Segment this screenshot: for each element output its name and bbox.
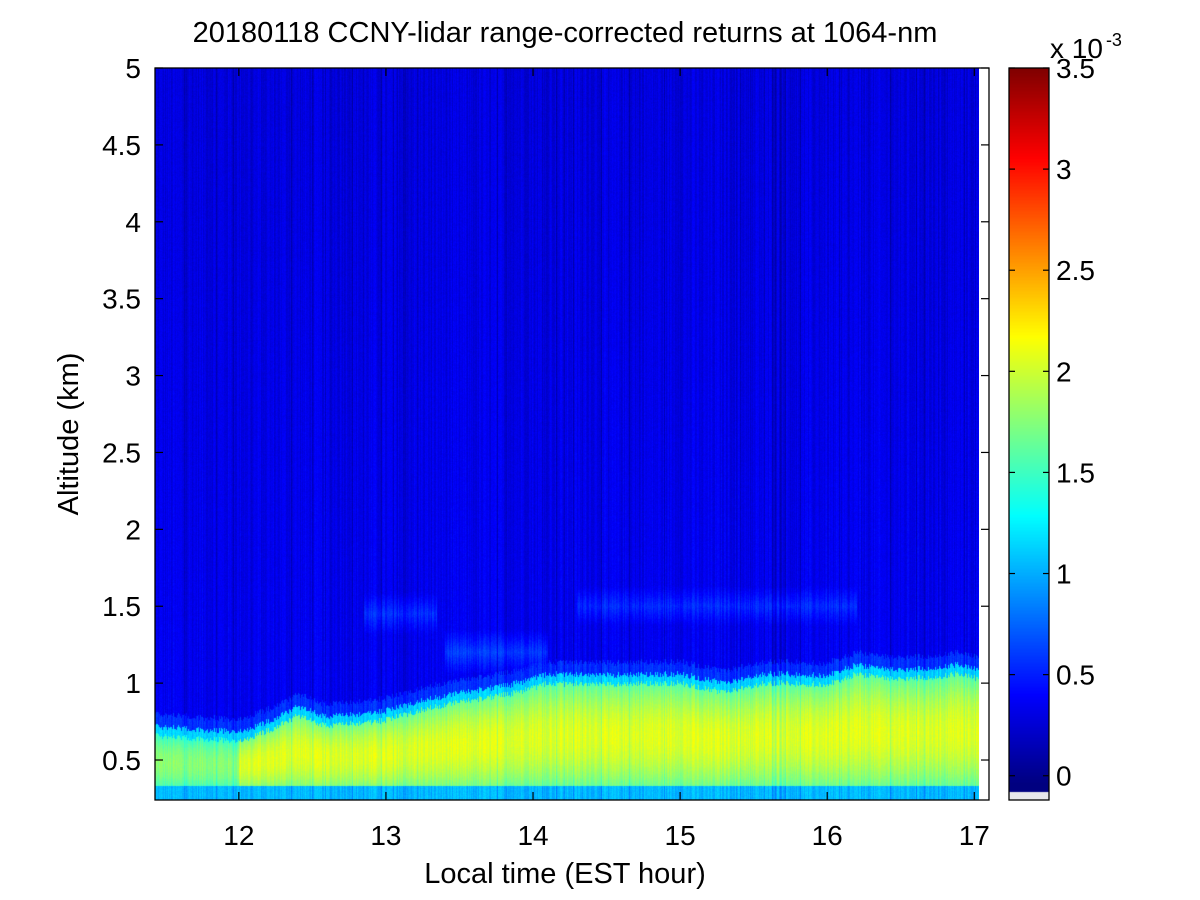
plot-frame <box>154 67 990 801</box>
colorbar-tick-label: 0 <box>1056 761 1072 792</box>
colorbar-frame <box>1008 67 1050 801</box>
y-tick-label: 3 <box>125 361 141 392</box>
y-tick-label: 2.5 <box>102 437 141 468</box>
x-tick-label: 12 <box>223 820 254 851</box>
x-tick-label: 16 <box>812 820 843 851</box>
y-tick-label: 1.5 <box>102 591 141 622</box>
y-tick-label: 2 <box>125 514 141 545</box>
y-tick-label: 1 <box>125 668 141 699</box>
colorbar-tick-label: 2.5 <box>1056 255 1095 286</box>
colorbar-tick-label: 3.5 <box>1056 53 1095 84</box>
x-tick-label: 13 <box>370 820 401 851</box>
x-tick-label: 14 <box>517 820 548 851</box>
colorbar-tick-label: 1 <box>1056 559 1072 590</box>
chart-title: 20180118 CCNY-lidar range-corrected retu… <box>193 17 938 49</box>
x-tick-label: 15 <box>665 820 696 851</box>
x-axis: 12 13 14 15 16 17 <box>223 68 990 851</box>
y-tick-label: 4 <box>125 207 141 238</box>
colorbar-tick-label: 2 <box>1056 356 1072 387</box>
colorbar-ticks: 0 0.5 1 1.5 2 2.5 3 3.5 <box>1009 53 1095 792</box>
x-axis-label: Local time (EST hour) <box>424 858 706 890</box>
colorbar-multiplier: x 10 -3 <box>1050 30 1122 64</box>
y-tick-label: 3.5 <box>102 284 141 315</box>
x-tick-label: 17 <box>959 820 990 851</box>
colorbar: 0 0.5 1 1.5 2 2.5 3 3.5 x 10 -3 <box>1008 30 1122 801</box>
y-axis: 0.5 1 1.5 2 2.5 3 3.5 4 4.5 5 <box>102 53 989 776</box>
heatmap-image <box>155 68 979 800</box>
colorbar-tick-label: 3 <box>1056 154 1072 185</box>
y-axis-label: Altitude (km) <box>53 353 85 516</box>
colorbar-tick-label: 0.5 <box>1056 660 1095 691</box>
colorbar-tick-label: 1.5 <box>1056 457 1095 488</box>
y-tick-label: 0.5 <box>102 745 141 776</box>
y-tick-label: 5 <box>125 53 141 84</box>
colorbar-gradient <box>1009 68 1049 800</box>
plot-area <box>154 67 990 801</box>
y-tick-label: 4.5 <box>102 130 141 161</box>
